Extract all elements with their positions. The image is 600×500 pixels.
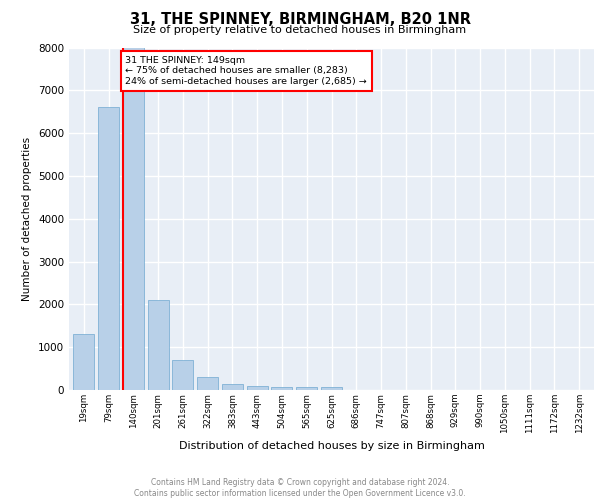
Text: 31 THE SPINNEY: 149sqm
← 75% of detached houses are smaller (8,283)
24% of semi-: 31 THE SPINNEY: 149sqm ← 75% of detached…	[125, 56, 367, 86]
Bar	[172, 360, 193, 390]
Bar	[197, 377, 218, 390]
Bar	[148, 300, 169, 390]
X-axis label: Distribution of detached houses by size in Birmingham: Distribution of detached houses by size …	[179, 442, 484, 452]
Bar	[222, 384, 243, 390]
Bar	[296, 386, 317, 390]
Bar	[321, 386, 342, 390]
Bar	[247, 386, 268, 390]
Y-axis label: Number of detached properties: Number of detached properties	[22, 136, 32, 301]
Text: Size of property relative to detached houses in Birmingham: Size of property relative to detached ho…	[133, 25, 467, 35]
Bar	[123, 34, 144, 390]
Bar	[73, 334, 94, 390]
Bar	[271, 386, 292, 390]
Bar	[98, 108, 119, 390]
Text: Contains HM Land Registry data © Crown copyright and database right 2024.
Contai: Contains HM Land Registry data © Crown c…	[134, 478, 466, 498]
Text: 31, THE SPINNEY, BIRMINGHAM, B20 1NR: 31, THE SPINNEY, BIRMINGHAM, B20 1NR	[130, 12, 470, 28]
